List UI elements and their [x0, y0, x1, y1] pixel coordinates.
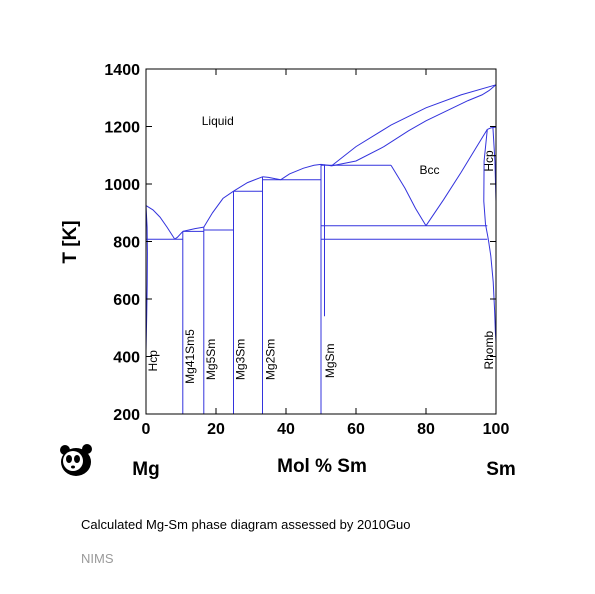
phase-boundary-line [425, 129, 488, 226]
x-tick-label: 60 [347, 421, 365, 438]
phase-boundary-line [145, 205, 148, 351]
x-tick-label: 40 [277, 421, 295, 438]
y-tick-label: 200 [113, 407, 140, 424]
phase-label: Mg3Sm [234, 339, 248, 380]
phase-boundary-line [487, 126, 497, 130]
phase-boundary-line [182, 226, 204, 232]
phase-boundary-line [331, 84, 497, 167]
y-axis-title: T [K] [60, 220, 81, 263]
phase-label: Bcc [419, 163, 439, 177]
phase-label: Liquid [202, 114, 234, 128]
element-left-label: Mg [132, 459, 159, 480]
phase-boundary-line [203, 190, 234, 228]
phase-labels: Liquid Bcc Hcp Hcp Mg41Sm5 Mg5Sm Mg3Sm Mg2Sm MgS… [146, 114, 496, 384]
panda-icon [60, 444, 92, 476]
phase-boundary-line [331, 84, 497, 167]
element-right-label: Sm [486, 459, 516, 480]
x-axis-title: Mol % Sm [277, 456, 367, 477]
phase-label: Mg41Sm5 [183, 329, 197, 384]
x-tick-label: 100 [483, 421, 510, 438]
source-credit: NIMS [81, 551, 114, 566]
phase-label: Hcp [146, 350, 160, 372]
phase-label: Hcp [482, 150, 496, 172]
phase-boundary-line [174, 231, 184, 240]
phase-boundary-line [145, 205, 176, 240]
y-tick-label: 400 [113, 350, 140, 367]
phase-label: Rhomb [482, 331, 496, 370]
phase-boundary-line [483, 129, 489, 240]
figure-caption: Calculated Mg-Sm phase diagram assessed … [81, 517, 411, 532]
phase-boundary-line [233, 176, 263, 192]
phase-label: MgSm [323, 343, 337, 378]
y-tick-label: 1400 [104, 62, 140, 79]
phase-boundary-line [390, 165, 427, 226]
x-tick-label: 80 [417, 421, 435, 438]
phase-boundaries [145, 84, 497, 414]
x-tick-label: 20 [207, 421, 225, 438]
y-tick-label: 1200 [104, 120, 140, 137]
phase-label: Mg2Sm [263, 339, 277, 380]
y-tick-label: 800 [113, 235, 140, 252]
axes: 0 20 40 60 80 100 200 400 600 800 1000 1200 1400 [104, 62, 509, 438]
y-tick-label: 600 [113, 292, 140, 309]
phase-boundary-line [280, 163, 332, 181]
y-tick-label: 1000 [104, 177, 140, 194]
x-tick-label: 0 [142, 421, 151, 438]
phase-boundary-line [487, 239, 497, 343]
phase-label: Mg5Sm [204, 339, 218, 380]
